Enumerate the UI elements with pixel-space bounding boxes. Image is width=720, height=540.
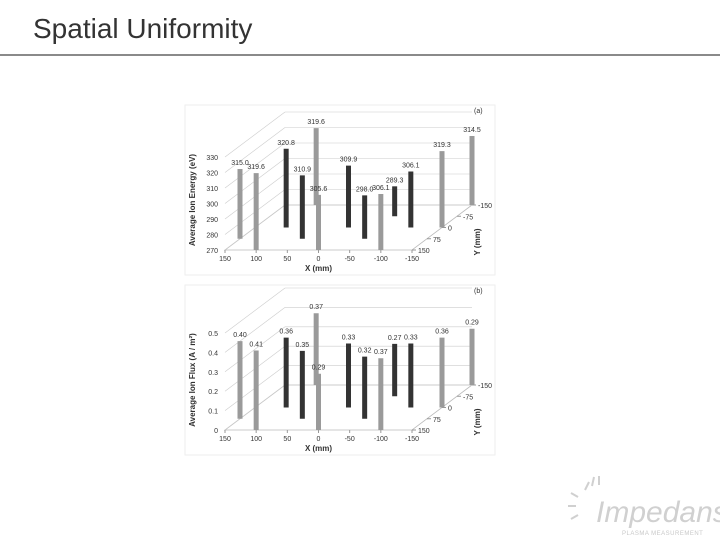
value-label: 289.3	[386, 177, 404, 184]
value-label: 319.6	[247, 164, 265, 171]
panel-label: (b)	[474, 288, 483, 295]
y-tick-label: 150	[418, 428, 430, 435]
value-label: 314.5	[463, 127, 481, 134]
y-tick-label: 0	[448, 406, 452, 413]
y-tick-label: -150	[478, 383, 492, 390]
x-tick-label: 100	[250, 256, 262, 263]
x-tick-label: 150	[219, 436, 231, 443]
value-label: 0.35	[296, 342, 310, 349]
value-label: 0.32	[358, 348, 372, 355]
panel-frame	[184, 284, 496, 456]
y-tick-label: -75	[463, 394, 473, 401]
logo-name: Impedans	[596, 496, 720, 529]
value-label: 320.8	[277, 140, 295, 147]
value-label: 0.37	[309, 304, 323, 311]
x-tick-label: -50	[345, 436, 355, 443]
x-tick-label: -150	[405, 256, 419, 263]
x-tick-label: 0	[317, 256, 321, 263]
z-axis-label: Average Ion Flux (A / m²)	[188, 333, 197, 427]
value-label: 298.0	[356, 186, 374, 193]
y-tick-label: 150	[418, 248, 430, 255]
value-label: 0.33	[342, 334, 356, 341]
z-tick-label: 270	[206, 248, 218, 255]
y-tick-label: 0	[448, 226, 452, 233]
value-label: 305.6	[310, 186, 328, 193]
value-label: 319.3	[433, 142, 451, 149]
slide-title: Spatial Uniformity	[33, 13, 252, 44]
z-tick-label: 280	[206, 233, 218, 240]
z-axis-label: Average Ion Energy (eV)	[188, 154, 197, 247]
x-axis-label: X (mm)	[305, 444, 332, 453]
z-tick-label: 290	[206, 217, 218, 224]
grid-line	[224, 307, 286, 353]
value-label: 0.29	[312, 365, 326, 372]
x-axis-label: X (mm)	[305, 264, 332, 273]
x-tick-label: 100	[250, 436, 262, 443]
value-label: 0.41	[249, 341, 263, 348]
logo: Impedans PLASMA MEASUREMENT	[568, 476, 720, 537]
x-tick-label: -50	[345, 256, 355, 263]
value-label: 310.9	[294, 166, 312, 173]
z-tick-label: 320	[206, 171, 218, 178]
value-label: 315.0	[231, 160, 249, 167]
x-tick-label: 0	[317, 436, 321, 443]
x-tick-label: 50	[283, 256, 291, 263]
grid-line	[224, 287, 286, 334]
value-label: 0.29	[465, 320, 479, 327]
value-label: 0.36	[435, 329, 449, 336]
x-tick-label: -100	[374, 256, 388, 263]
grid-line	[224, 111, 286, 158]
z-tick-label: 0.2	[208, 389, 218, 396]
x-tick-label: -100	[374, 436, 388, 443]
logo-rays	[568, 476, 600, 520]
x-tick-label: 50	[283, 436, 291, 443]
z-tick-label: 0.4	[208, 350, 218, 357]
grid-line	[224, 127, 286, 173]
z-tick-label: 330	[206, 155, 218, 162]
y-tick-label: 75	[433, 417, 441, 424]
value-label: 0.37	[374, 349, 388, 356]
value-label: 0.40	[233, 332, 247, 339]
y-tick-label: 75	[433, 237, 441, 244]
value-label: 319.6	[307, 119, 325, 126]
value-label: 0.27	[388, 335, 402, 342]
value-label: 306.1	[402, 163, 420, 170]
y-tick-label: -75	[463, 214, 473, 221]
x-tick-label: 150	[219, 256, 231, 263]
z-tick-label: 310	[206, 186, 218, 193]
y-axis-label: Y (mm)	[473, 228, 482, 255]
z-tick-label: 300	[206, 202, 218, 209]
logo-tagline: PLASMA MEASUREMENT	[622, 531, 703, 537]
y-tick-label: -150	[478, 203, 492, 210]
value-label: 306.1	[372, 185, 390, 192]
value-label: 0.33	[404, 334, 418, 341]
panel-frame	[184, 104, 496, 276]
x-tick-label: -150	[405, 436, 419, 443]
value-label: 0.36	[279, 329, 293, 336]
grid-line	[224, 326, 286, 373]
value-label: 309.9	[340, 157, 358, 164]
z-tick-label: 0.3	[208, 370, 218, 377]
z-tick-label: 0	[214, 428, 218, 435]
z-tick-label: 0.1	[208, 409, 218, 416]
z-tick-label: 0.5	[208, 331, 218, 338]
panel-label: (a)	[474, 108, 483, 115]
y-axis-label: Y (mm)	[473, 408, 482, 435]
grid-line	[224, 142, 286, 189]
